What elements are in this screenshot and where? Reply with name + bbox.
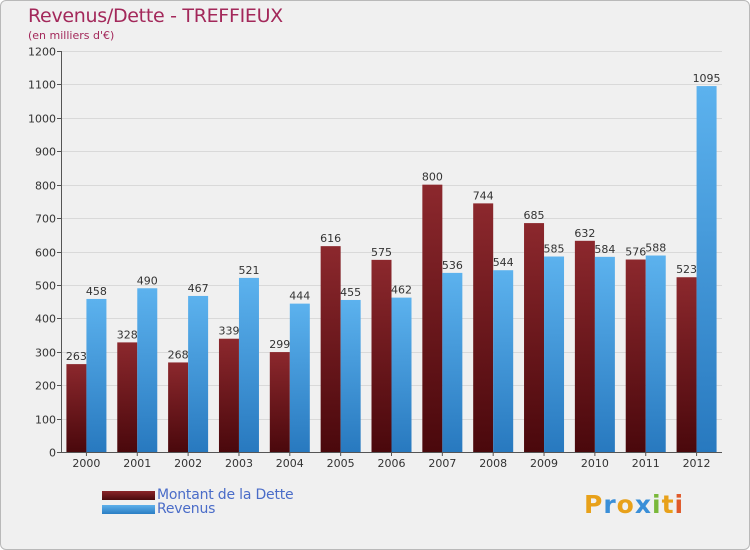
logo-letter: x [634,490,652,519]
bar-dette [473,203,494,452]
legend-swatch-dette [102,490,155,500]
bar-dette [269,352,290,452]
bar-revenus [188,295,209,452]
y-tick-label: 100 [35,414,56,427]
data-label-revenus: 467 [188,282,209,295]
x-tick-label: 2005 [327,457,355,470]
data-label-dette: 263 [66,350,87,363]
bar-revenus [340,299,361,452]
bar-dette [66,364,87,452]
x-tick-label: 2012 [683,457,711,470]
chart-subtitle: (en milliers d'€) [28,29,115,42]
data-label-revenus: 444 [289,290,310,303]
bar-dette [168,362,189,452]
x-tick-label: 2000 [72,457,100,470]
legend-label-revenus: Revenus [157,501,216,517]
data-label-dette: 328 [117,328,138,341]
bar-dette [371,259,392,452]
data-label-revenus: 1095 [693,72,721,85]
y-tick-label: 300 [35,347,56,360]
data-label-revenus: 584 [594,243,615,256]
logo-letter: i [652,490,662,519]
bar-revenus [645,255,666,452]
y-tick-label: 0 [49,447,56,460]
y-tick-label: 1100 [28,79,56,92]
bar-revenus [544,256,565,452]
y-tick-label: 700 [35,213,56,226]
bar-revenus [442,272,463,452]
bar-revenus [594,256,615,452]
proxiti-logo: Proxiti [584,490,684,519]
y-tick-label: 600 [35,247,56,260]
label-layer: 263 458 328 490 268 467 339 521 299 444 616 455 575 4… [66,72,721,363]
bar-dette [625,259,646,452]
bar-dette [676,277,697,452]
data-label-dette: 800 [422,171,443,184]
x-tick-label: 2011 [632,457,660,470]
y-tick-label: 1200 [28,46,56,59]
bar-dette [574,240,595,452]
legend-swatch-revenus [102,504,155,514]
x-tick-label: 2004 [276,457,304,470]
x-tick-label: 2009 [530,457,558,470]
data-label-dette: 575 [371,246,392,259]
bar-dette [524,223,545,452]
data-label-dette: 268 [168,348,189,361]
y-tick-label: 800 [35,180,56,193]
logo-letter: t [661,490,675,519]
x-tick-label: 2006 [378,457,406,470]
x-tick-label: 2008 [479,457,507,470]
legend-item-revenus: Revenus [102,501,216,517]
data-label-dette: 632 [574,227,595,240]
y-tick-label: 500 [35,280,56,293]
data-label-revenus: 544 [493,256,514,269]
data-label-dette: 685 [524,209,545,222]
bar-revenus [493,270,514,452]
y-tick-label: 400 [35,313,56,326]
legend-label-dette: Montant de la Dette [157,487,294,503]
y-tick-label: 1000 [28,113,56,126]
bar-revenus [137,288,158,452]
data-label-revenus: 536 [442,259,463,272]
bar-dette [320,246,341,452]
bar-dette [218,338,239,452]
data-label-dette: 744 [473,189,494,202]
x-tick-label: 2001 [123,457,151,470]
data-label-dette: 523 [676,263,697,276]
bar-revenus [289,303,310,452]
legend-item-dette: Montant de la Dette [102,487,294,503]
logo-letter: o [616,490,635,519]
bar-layer [66,86,717,453]
bar-revenus [86,298,107,452]
axis-layer: 0 100 200 300 400 500 600 700 800 900 1000 1100 1200… [28,46,722,470]
bar-revenus [391,297,412,452]
data-label-dette: 616 [320,232,341,245]
chart-title: Revenus/Dette - TREFFIEUX [28,5,283,27]
data-label-revenus: 585 [544,243,565,256]
logo-letter: r [603,490,617,519]
data-label-revenus: 458 [86,285,107,298]
bar-dette [117,342,138,452]
data-label-dette: 576 [625,246,646,259]
data-label-revenus: 490 [137,274,158,287]
y-tick-label: 200 [35,380,56,393]
bar-dette [422,184,443,452]
data-label-revenus: 455 [340,286,361,299]
x-tick-label: 2003 [225,457,253,470]
data-label-dette: 339 [218,325,239,338]
data-label-dette: 299 [269,338,290,351]
x-tick-label: 2002 [174,457,202,470]
x-tick-label: 2007 [428,457,456,470]
logo-letter: P [584,490,604,519]
y-tick-label: 900 [35,146,56,159]
data-label-revenus: 462 [391,284,412,297]
logo-letter: i [674,490,685,519]
x-tick-label: 2010 [581,457,609,470]
bar-revenus [238,277,259,452]
bar-revenus [696,86,717,453]
data-label-revenus: 588 [645,242,666,255]
data-label-revenus: 521 [238,264,259,277]
